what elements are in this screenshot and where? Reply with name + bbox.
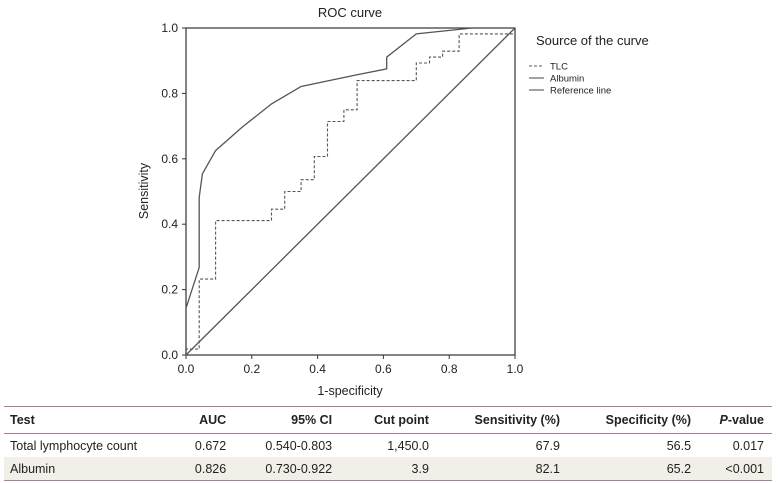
series-lines <box>185 27 516 356</box>
y-tick-label: 0.2 <box>161 283 178 297</box>
y-axis-label: Sensitivity <box>137 162 151 219</box>
series-line-reference-line <box>185 27 516 356</box>
x-tick-label: 0.6 <box>375 362 392 376</box>
header-auc: AUC <box>199 413 227 427</box>
cell-ci: 0.540-0.803 <box>265 438 333 453</box>
header-cut-point: Cut point <box>374 413 429 427</box>
axis-ticks: 0.0 0.2 0.4 0.6 0.8 1.0 0.0 0.2 0.4 0.6 0.8 1.0 <box>161 21 523 376</box>
table-row: Total lymphocyte count 0.672 0.540-0.803… <box>4 434 772 458</box>
cell-test: Total lymphocyte count <box>10 438 138 453</box>
results-table: Test AUC 95% CI Cut point Sensitivity (%… <box>4 406 772 481</box>
header-sensitivity: Sensitivity (%) <box>474 413 560 427</box>
x-tick-label: 0.2 <box>243 362 260 376</box>
x-tick-label: 0.8 <box>441 362 458 376</box>
header-p-value: P-value <box>699 407 772 434</box>
header-ci: 95% CI <box>291 413 333 427</box>
cell-ci: 0.730-0.922 <box>265 461 333 476</box>
cell-p-value: 0.017 <box>732 438 764 453</box>
table-row: Albumin 0.826 0.730-0.922 3.9 82.1 65.2 … <box>4 457 772 481</box>
p-rest: -value <box>727 413 764 427</box>
cell-auc: 0.826 <box>194 461 227 476</box>
series-line-tlc <box>185 33 515 355</box>
x-tick-label: 0.0 <box>178 362 195 376</box>
cell-specificity: 65.2 <box>666 461 692 476</box>
header-specificity: Specificity (%) <box>605 413 692 427</box>
x-tick-label: 0.4 <box>309 362 326 376</box>
x-axis-label: 1-specificity <box>317 384 383 398</box>
y-tick-label: 0.6 <box>161 152 178 166</box>
plot-frame <box>185 27 516 356</box>
cell-auc: 0.672 <box>194 438 227 453</box>
legend-label: Reference line <box>550 86 611 97</box>
cell-sensitivity: 82.1 <box>535 461 560 476</box>
legend-label: Albumin <box>550 74 584 85</box>
p-italic: P <box>719 413 728 427</box>
cell-p-value: <0.001 <box>725 461 764 476</box>
y-tick-label: 0.8 <box>161 86 178 100</box>
legend-title: Source of the curve <box>536 33 649 48</box>
series-line-albumin <box>185 27 515 355</box>
cell-cut-point: 1,450.0 <box>387 438 429 453</box>
roc-chart: ROC curve 0.0 0.2 0.4 0.6 0.8 1.0 0.0 0.2 0.4 0.6… <box>137 5 649 398</box>
y-tick-label: 0.4 <box>161 217 178 231</box>
y-tick-label: 0.0 <box>161 348 178 362</box>
y-tick-label: 1.0 <box>161 21 178 35</box>
table-header-row: Test AUC 95% CI Cut point Sensitivity (%… <box>4 406 772 434</box>
cell-cut-point: 3.9 <box>411 461 429 476</box>
x-tick-label: 1.0 <box>507 362 524 376</box>
cell-test: Albumin <box>10 461 56 476</box>
chart-title: ROC curve <box>318 5 382 20</box>
legend-label: TLC <box>550 62 568 73</box>
cell-sensitivity: 67.9 <box>535 438 560 453</box>
header-test: Test <box>10 413 35 427</box>
cell-specificity: 56.5 <box>666 438 692 453</box>
